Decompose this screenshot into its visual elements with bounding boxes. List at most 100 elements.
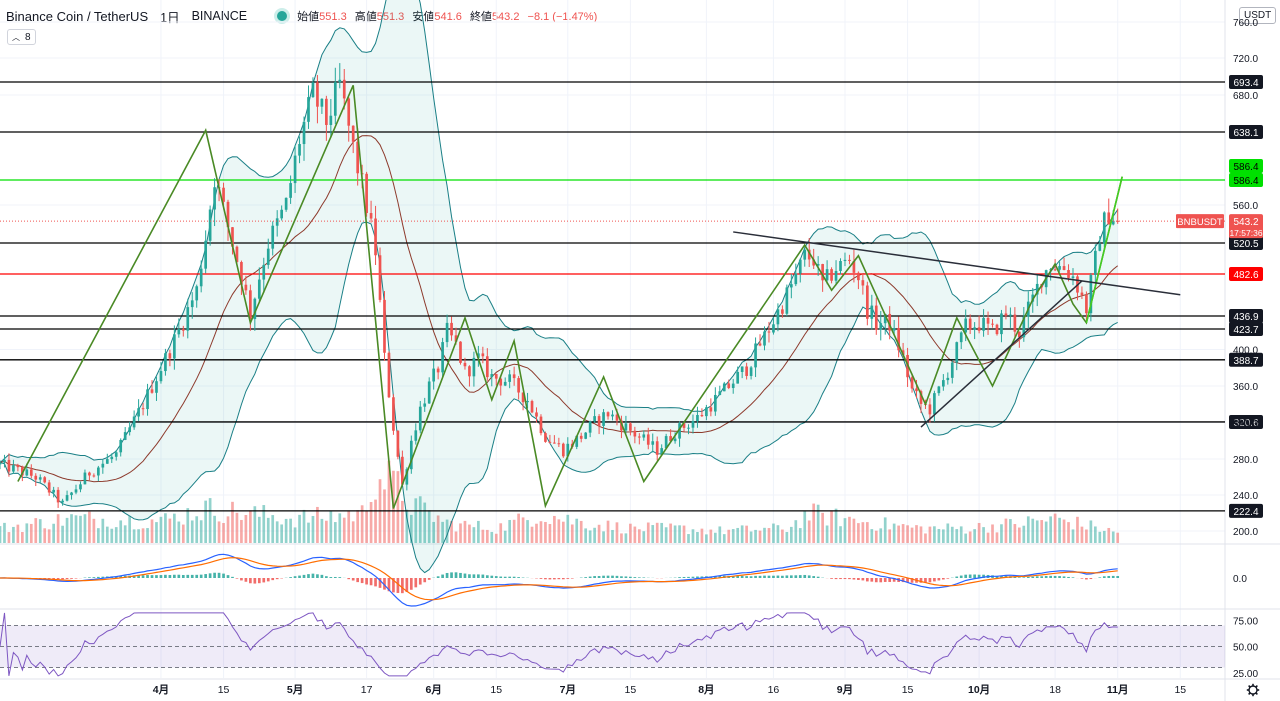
price-tick-label: 320.0: [1233, 419, 1258, 430]
volume-bar: [557, 519, 561, 543]
indicators-toggle-button[interactable]: ︿ 8: [7, 29, 36, 45]
drawings[interactable]: [0, 84, 1225, 509]
volume-bar: [816, 504, 820, 543]
macd-histogram-bar: [803, 574, 807, 578]
macd-histogram-bar: [401, 578, 404, 594]
close-label: 終値: [469, 11, 492, 23]
bb-basis-line: [0, 135, 1119, 483]
volume-bar: [1026, 516, 1030, 543]
volume-bar: [351, 521, 355, 543]
volume-bar: [736, 527, 740, 543]
candle-body: [481, 353, 485, 357]
volume-bar: [499, 523, 503, 543]
volume-bar: [839, 526, 842, 543]
macd-histogram-bar: [941, 578, 945, 580]
candle-body: [892, 328, 896, 331]
macd-histogram-bar: [1107, 575, 1111, 578]
macd-histogram-bar: [544, 578, 547, 580]
level-tag-label: 482.6: [1233, 270, 1258, 281]
macd-histogram-bar: [1067, 576, 1070, 578]
volume-bar: [436, 515, 440, 543]
macd-histogram-bar: [298, 575, 301, 578]
volume-bar: [821, 512, 824, 543]
candle-body: [289, 183, 292, 198]
currency-button[interactable]: USDT: [1239, 7, 1277, 24]
macd-histogram-bar: [1026, 576, 1030, 578]
volume-bar: [320, 518, 324, 543]
candle-body: [235, 246, 239, 263]
volume-bar: [34, 518, 38, 543]
volume-bar: [65, 517, 69, 543]
candle-body: [266, 248, 270, 265]
macd-histogram-bar: [262, 578, 266, 583]
rsi-tick-label: 75.00: [1233, 616, 1258, 627]
settings-gear-icon[interactable]: [1246, 683, 1260, 697]
candle-body: [664, 436, 668, 449]
macd-histogram-bar: [383, 578, 386, 590]
volume-bar: [1111, 531, 1115, 543]
candle-body: [597, 416, 601, 426]
symbol-title[interactable]: Binance Coin / TetherUS: [6, 8, 149, 24]
zigzag-line: [17, 84, 1123, 509]
macd-histogram-bar: [141, 575, 145, 578]
macd-histogram-bar: [369, 578, 373, 586]
macd-histogram-bar: [168, 575, 172, 578]
candle-body: [1107, 212, 1111, 225]
macd-histogram-bar: [52, 578, 55, 579]
volume-bar: [941, 529, 945, 543]
macd-histogram-bar: [740, 575, 744, 578]
candle-body: [691, 421, 695, 428]
candle-body: [208, 209, 212, 241]
alert-tag-label: 586.4: [1233, 162, 1258, 173]
open-label: 始値: [297, 11, 320, 23]
macd-histogram-bar: [1089, 578, 1093, 580]
candle-body: [7, 459, 11, 472]
candle-body: [1094, 250, 1097, 275]
level-tag: [1229, 267, 1263, 281]
volume-bar: [396, 471, 400, 543]
time-tick-label: 15: [1174, 684, 1186, 696]
price-axis[interactable]: 693.4 638.1 586.4 520.5 482.6 436.9 423.7 388.7…: [1176, 18, 1263, 680]
volume-bar: [208, 498, 212, 543]
macd-histogram-bar: [137, 575, 140, 578]
level-tag-label: 388.7: [1233, 356, 1258, 367]
interval-label[interactable]: 1日: [160, 10, 180, 25]
volume-bar: [901, 524, 905, 543]
candle-body: [705, 407, 708, 417]
macd-histogram-bar: [964, 574, 968, 578]
volume-bar: [423, 502, 427, 543]
volume-bar: [83, 514, 87, 543]
macd-histogram-bar: [557, 578, 561, 580]
horizontal-levels[interactable]: [0, 81, 1225, 512]
price-tick-label: 680.0: [1233, 91, 1258, 102]
macd-histogram-bar: [933, 578, 936, 582]
level-tag: [1229, 75, 1263, 89]
volume-bar: [991, 524, 994, 543]
macd-pane: [0, 553, 1120, 607]
volume-bar: [785, 531, 789, 543]
candle-body: [687, 427, 690, 429]
volume-bar: [865, 522, 869, 543]
volume-bar: [1085, 529, 1088, 543]
candle-body: [1067, 269, 1070, 278]
candle-body: [807, 249, 811, 260]
candle-body: [973, 327, 976, 330]
time-axis[interactable]: 4月 15 5月 17 6月 15 7月 15 8月 16 9月 15 10月 18 11月 15: [153, 683, 1260, 697]
candle-body: [97, 467, 100, 476]
candle-body: [356, 141, 360, 174]
candle-body: [611, 414, 614, 417]
volume-bar: [159, 516, 163, 543]
macd-histogram-bar: [70, 578, 73, 579]
macd-histogram-bar: [830, 578, 833, 579]
candle-body: [740, 366, 744, 372]
candle-body: [745, 366, 748, 376]
volume-bar: [642, 531, 646, 543]
macd-histogram-bar: [865, 578, 869, 582]
macd-histogram-bar: [968, 574, 972, 578]
market-status-icon[interactable]: [277, 11, 288, 21]
volume-bar: [459, 523, 462, 543]
macd-histogram-bar: [414, 578, 418, 588]
candle-body: [432, 368, 436, 382]
level-tag: [1229, 309, 1263, 323]
